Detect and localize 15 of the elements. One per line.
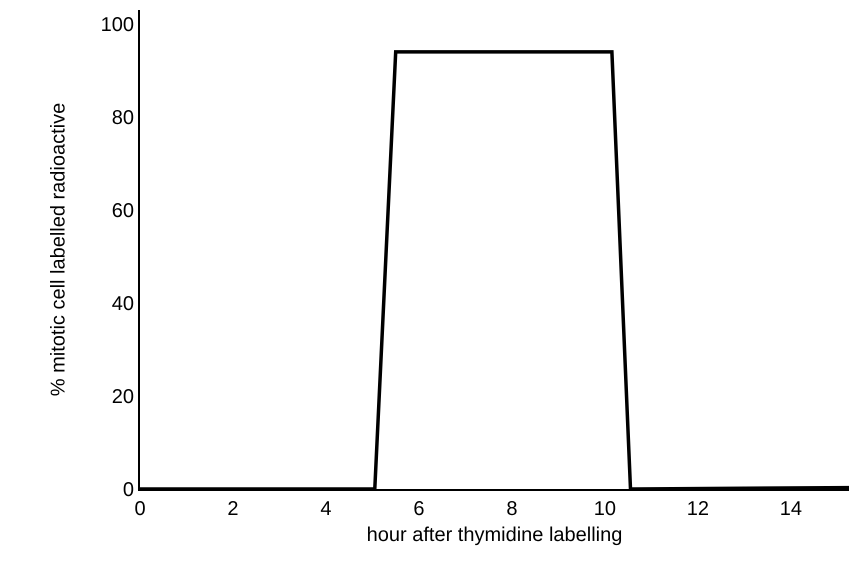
y-tick-label: 20	[112, 386, 134, 408]
y-tick-label: 0	[122, 479, 134, 501]
x-tick-label: 12	[686, 498, 710, 520]
x-tick-label: 10	[594, 498, 616, 520]
y-tick-label: 80	[112, 106, 134, 129]
x-tick-label: 2	[227, 498, 239, 520]
x-tick-label: 8	[506, 498, 518, 520]
y-axis-title: % mitotic cell labelled radioactive	[48, 102, 70, 396]
x-tick-label: 14	[780, 498, 802, 520]
x-axis-title: hour after thymidine labelling	[366, 524, 622, 546]
x-tick-label: 4	[320, 498, 332, 520]
x-tick-label: 6	[413, 498, 425, 520]
y-tick-label: 100	[100, 14, 134, 36]
y-tick-label: 40	[112, 292, 134, 315]
y-tick-label: 60	[112, 200, 134, 222]
